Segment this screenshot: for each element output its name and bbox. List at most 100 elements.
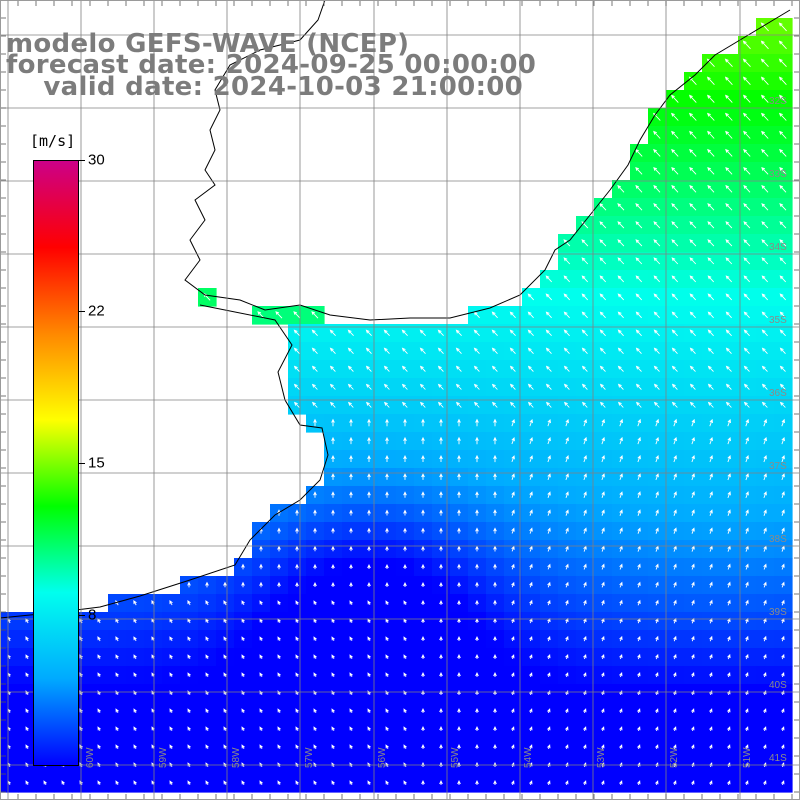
wind-arrow [601,599,605,606]
wind-arrow [779,365,786,372]
longitude-label: 52W [669,747,680,768]
wind-arrow [689,365,696,372]
wind-arrow [599,311,606,319]
colorbar-tick-label: 30 [88,151,105,169]
wind-arrow [673,563,677,570]
wind-arrow [583,491,587,498]
wind-arrow [295,545,299,552]
wind-arrow [691,780,695,786]
wind-arrow [349,636,353,642]
wind-arrow [583,527,587,534]
wind-arrow [455,365,462,372]
longitude-label: 55W [450,747,461,768]
wind-arrow [724,58,733,68]
wind-arrow [475,527,479,534]
wind-arrow [329,365,336,372]
wind-arrow [385,491,389,498]
wind-arrow [583,473,587,481]
wind-arrow [563,275,571,283]
wind-arrow [745,527,749,534]
wind-arrow [529,545,533,552]
wind-arrow [545,293,553,301]
wind-arrow [581,329,588,337]
wind-arrow [778,76,787,86]
wind-arrow [655,491,659,499]
wind-arrow [653,166,661,175]
wind-arrow [401,347,408,355]
wind-arrow [724,76,733,86]
wind-arrow [601,527,605,534]
wind-arrow [529,708,533,714]
wind-arrow [259,581,263,588]
wind-arrow [653,130,661,139]
wind-arrow [529,780,533,786]
wind-arrow [529,418,533,427]
wind-arrow [761,329,768,337]
wind-arrow [707,239,715,247]
colorbar-tick-label: 15 [88,454,105,472]
wind-arrow [311,311,319,319]
wind-arrow [725,239,733,247]
wind-arrow [493,635,497,641]
wind-arrow [619,780,623,786]
wind-arrow [438,401,444,408]
wind-arrow [581,257,589,265]
wind-arrow [547,654,551,660]
wind-arrow [673,726,677,732]
wind-arrow [421,545,425,552]
wind-arrow [97,708,101,714]
wind-arrow [439,743,443,749]
wind-arrow [277,780,281,786]
wind-arrow [745,563,749,570]
wind-arrow [347,383,354,390]
wind-arrow [637,726,641,732]
wind-arrow [439,581,443,587]
wind-arrow [401,329,408,337]
wind-arrow [475,563,479,570]
wind-arrow [619,455,623,463]
latitude-label: 37S [769,461,787,472]
wind-arrow [601,473,605,481]
wind-arrow [295,726,299,732]
wind-arrow [709,581,713,588]
wind-arrow [707,365,714,372]
wind-arrow [511,473,515,480]
wind-arrow [421,725,425,731]
wind-arrow [493,527,497,534]
longitude-label: 60W [85,747,96,768]
wind-arrow [277,708,281,714]
longitude-label: 54W [523,747,534,768]
wind-arrow [707,383,714,390]
wind-arrow [275,311,283,319]
wind-arrow [349,780,353,786]
colorbar-tick-label: 22 [88,302,105,320]
wind-arrow [365,365,372,372]
wind-arrow [601,418,605,427]
wind-arrow [707,94,715,103]
wind-arrow [511,636,515,642]
wind-arrow [761,275,769,283]
wind-arrow [745,599,749,606]
wind-arrow [331,527,335,534]
wind-arrow [509,311,516,319]
wind-arrow [169,780,173,786]
wind-arrow [421,653,425,659]
wind-arrow [115,744,119,750]
wind-arrow [259,744,263,750]
wind-arrow [725,275,733,283]
wind-arrow [475,743,479,749]
wind-arrow [439,635,443,641]
wind-arrow [763,708,767,714]
wind-arrow [709,708,713,714]
wind-arrow [545,329,552,337]
wind-arrow [331,491,335,498]
wind-arrow [691,599,695,606]
wind-arrow [205,744,209,750]
wind-arrow [637,473,641,481]
wind-arrow [635,329,642,337]
wind-arrow [313,600,317,606]
wind-arrow [511,527,515,534]
wind-arrow [689,311,696,319]
wind-arrow [673,653,677,660]
wind-arrow [781,418,785,427]
